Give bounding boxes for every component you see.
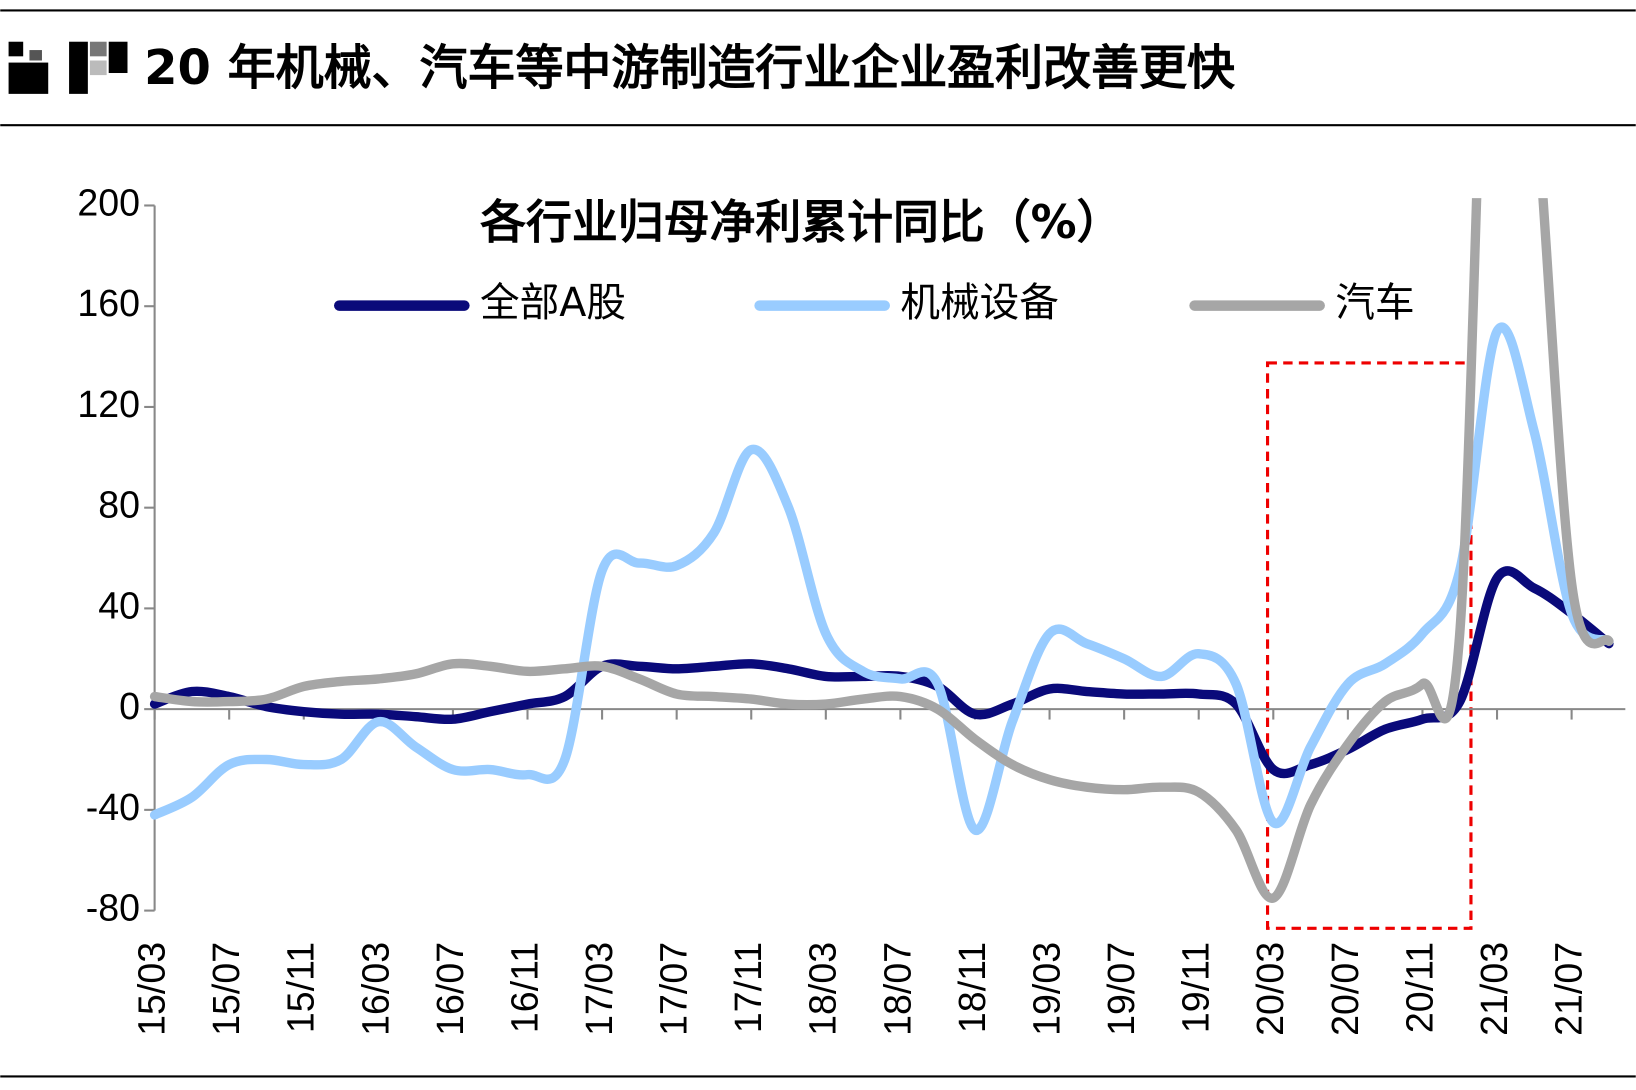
- x-tick-label: 15/03: [131, 942, 173, 1036]
- y-tick-label: 200: [77, 181, 140, 223]
- logo: [8, 41, 128, 94]
- x-tick-label: 18/11: [951, 942, 993, 1033]
- series-line: [149, 566, 1614, 779]
- y-tick-label: -80: [86, 887, 140, 929]
- y-tick-label: 80: [98, 484, 140, 526]
- series-line: [149, 322, 1614, 835]
- x-tick-label: 17/03: [578, 942, 620, 1036]
- highlight-box: [1265, 361, 1473, 930]
- series-line: [149, 198, 1614, 903]
- legend-label: 全部A股: [480, 280, 626, 326]
- y-tick-label: 160: [77, 282, 140, 324]
- x-tick-label: 19/07: [1100, 942, 1142, 1036]
- x-tick-label: 21/07: [1548, 942, 1590, 1036]
- x-tick-label: 16/11: [503, 942, 545, 1033]
- x-tick-label: 15/11: [280, 942, 322, 1033]
- plot-area: [149, 198, 1614, 903]
- x-tick-label: 19/11: [1175, 942, 1217, 1033]
- x-tick-label: 17/07: [653, 942, 695, 1036]
- page-title: 20 年机械、汽车等中游制造行业企业盈利改善更快: [144, 40, 1236, 96]
- x-tick-label: 19/03: [1025, 942, 1067, 1036]
- y-tick-label: 0: [119, 685, 140, 727]
- legend-label: 机械设备: [900, 280, 1058, 326]
- y-tick-label: 120: [77, 383, 140, 425]
- x-tick-label: 20/07: [1324, 942, 1366, 1036]
- x-tick-label: 16/03: [354, 942, 396, 1036]
- x-tick-label: 18/07: [876, 942, 918, 1036]
- y-tick-label: -40: [86, 786, 140, 828]
- x-tick-label: 15/07: [205, 942, 247, 1036]
- x-tick-label: 16/07: [429, 942, 471, 1036]
- x-tick-label: 18/03: [802, 942, 844, 1036]
- y-tick-label: 40: [98, 584, 140, 626]
- x-tick-label: 20/11: [1398, 942, 1440, 1033]
- x-tick-label: 20/03: [1249, 942, 1291, 1036]
- x-tick-label: 21/03: [1473, 942, 1515, 1036]
- chart-title: 各行业归母净利累计同比（%）: [480, 195, 1122, 249]
- legend-label: 汽车: [1335, 280, 1414, 326]
- x-tick-label: 17/11: [727, 942, 769, 1033]
